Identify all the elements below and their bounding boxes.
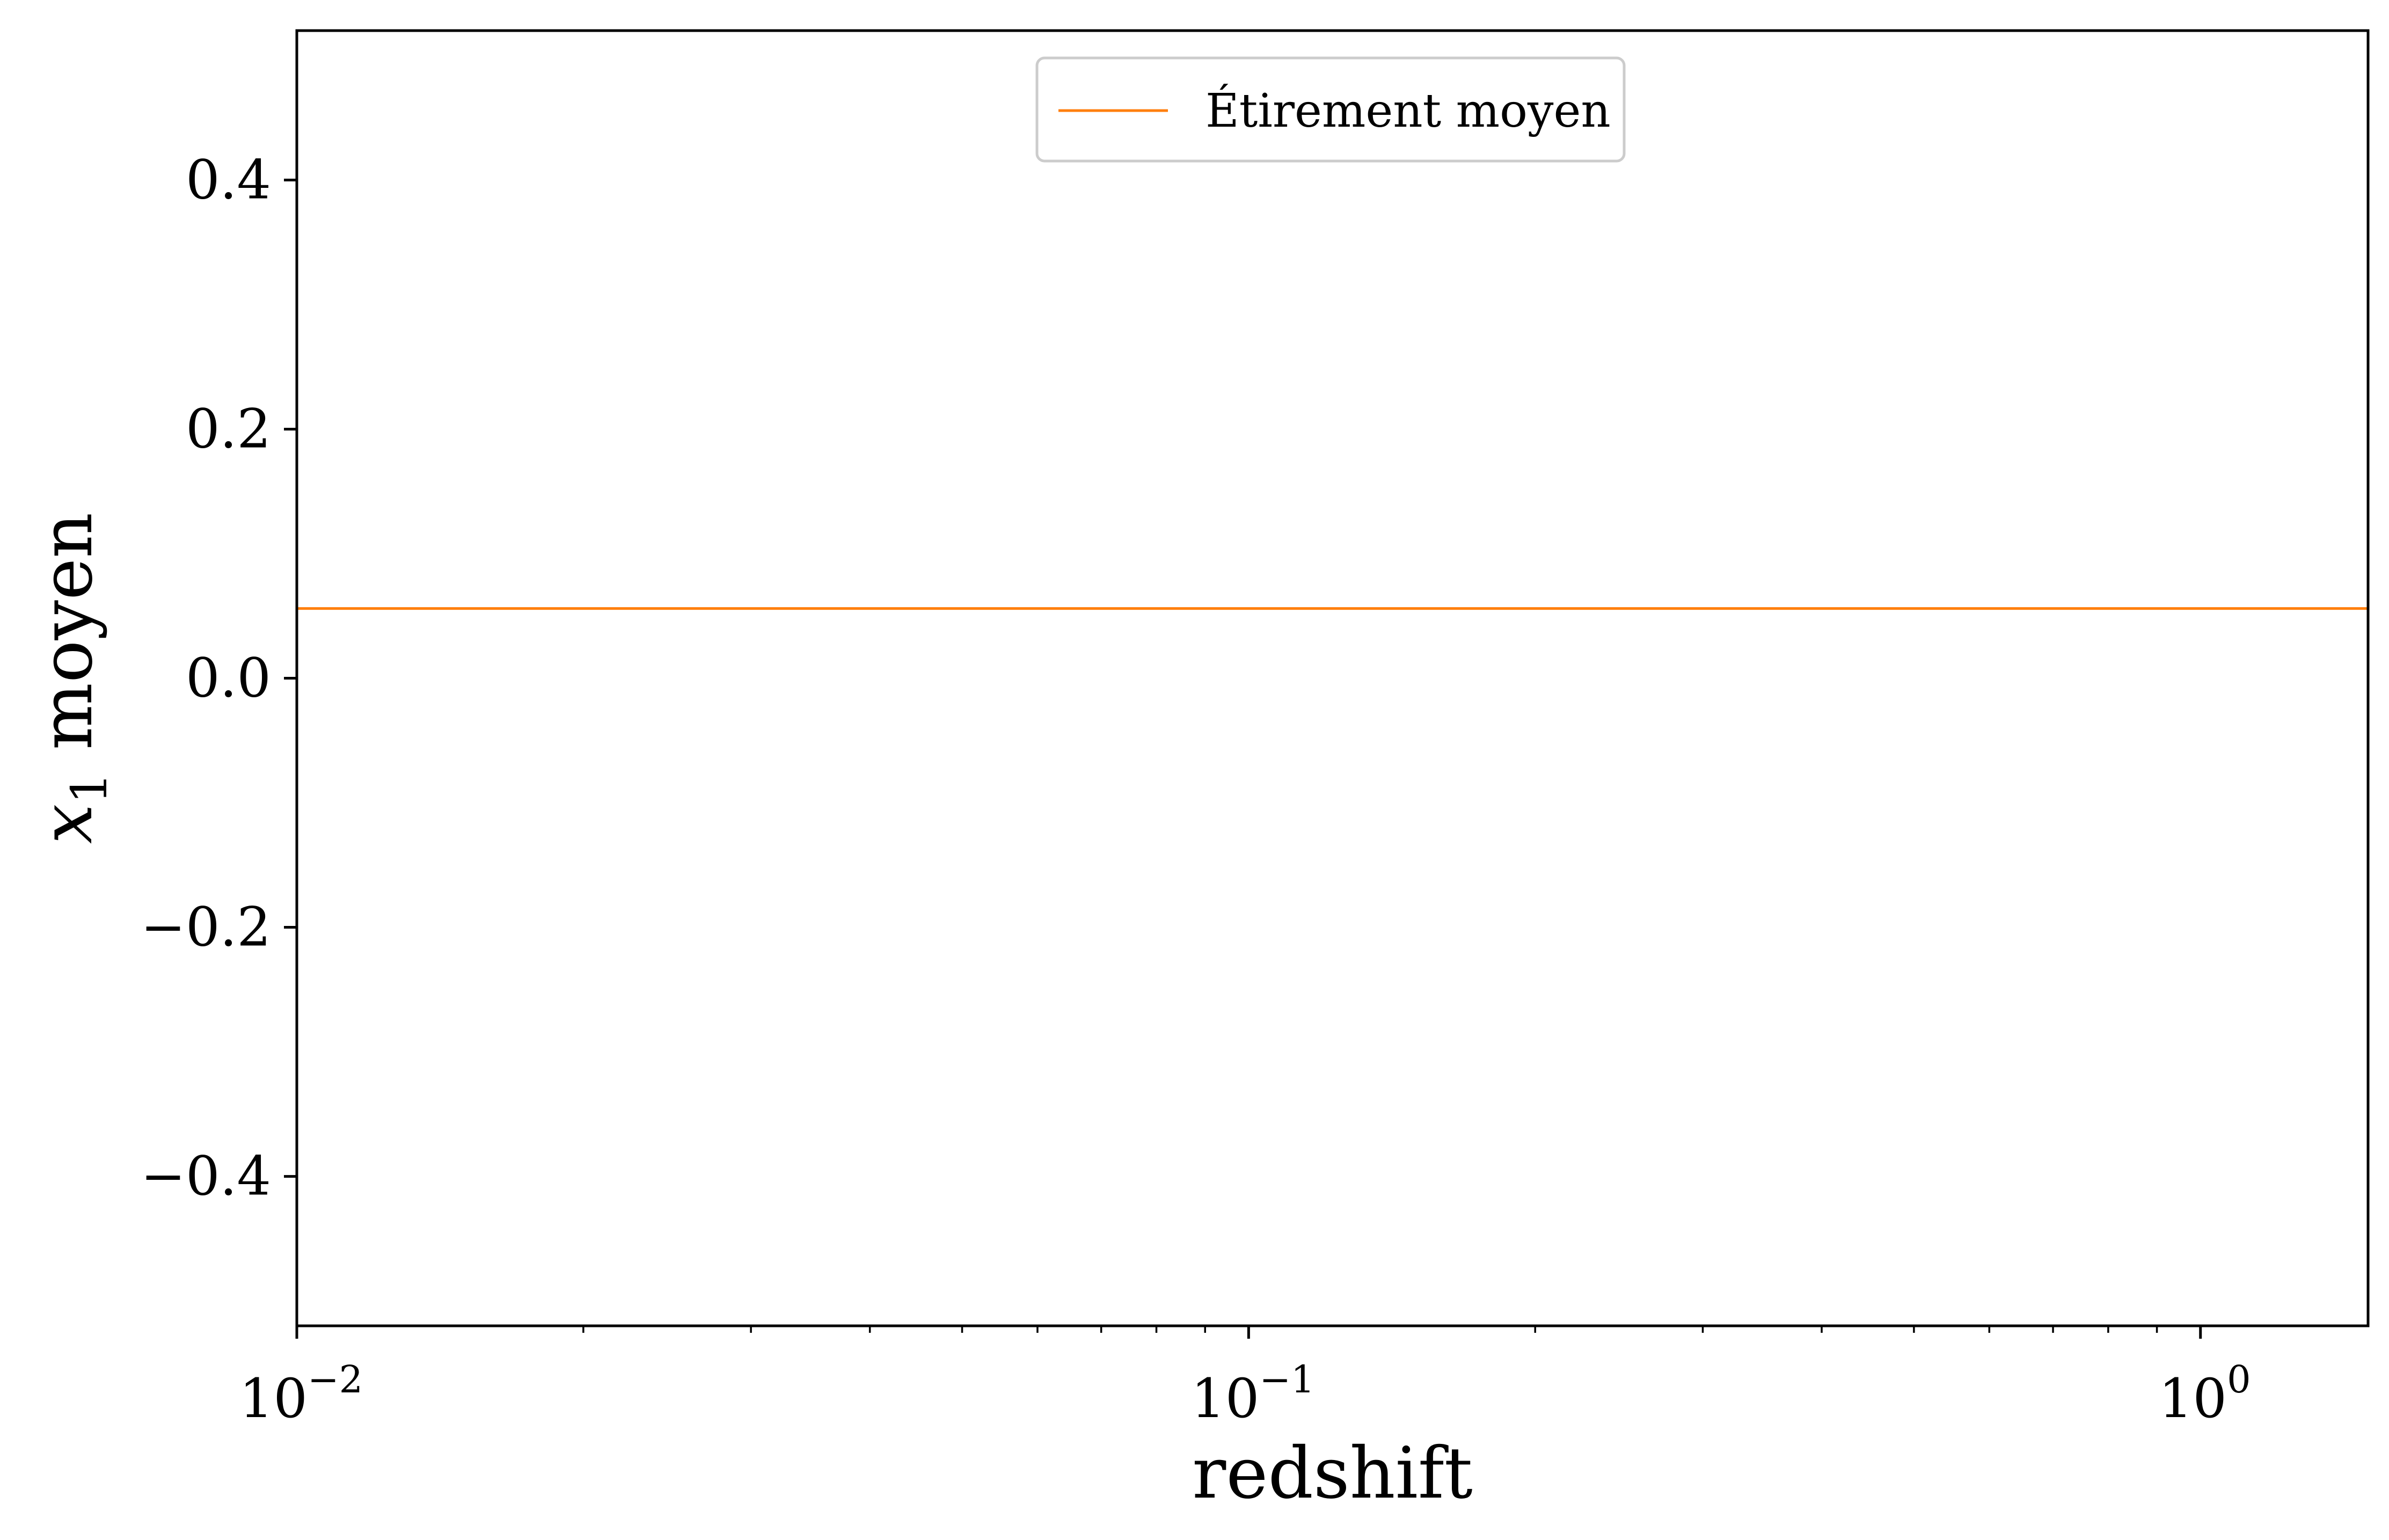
x-tick-label: 100 <box>2159 1357 2251 1430</box>
y-tick-label: −0.2 <box>141 896 271 959</box>
y-tick-label: 0.0 <box>186 647 271 710</box>
y-axis-label-space <box>26 750 108 772</box>
plot-frame <box>295 29 2370 1327</box>
y-axis-label: x1 moyen <box>26 513 118 844</box>
x-tick-label: 10−1 <box>1191 1357 1314 1430</box>
y-axis-label-symbol: x <box>26 804 108 844</box>
y-axis-label-rest: moyen <box>26 513 108 750</box>
x-tick-label: 10−2 <box>239 1357 363 1430</box>
legend: Étirement moyen <box>1035 56 1626 163</box>
y-tick-label: 0.2 <box>186 397 271 460</box>
y-axis-label-subscript: 1 <box>61 772 118 804</box>
y-tick-label: 0.4 <box>186 148 271 211</box>
legend-label: Étirement moyen <box>1206 84 1611 138</box>
legend-box <box>1035 56 1626 163</box>
x-axis-label: redshift <box>1192 1432 1473 1515</box>
y-tick-label: −0.4 <box>141 1145 271 1208</box>
tick-layer: 0.4 0.2 0.0 −0.2 −0.4 10−2 10−1 100 <box>141 148 2251 1430</box>
